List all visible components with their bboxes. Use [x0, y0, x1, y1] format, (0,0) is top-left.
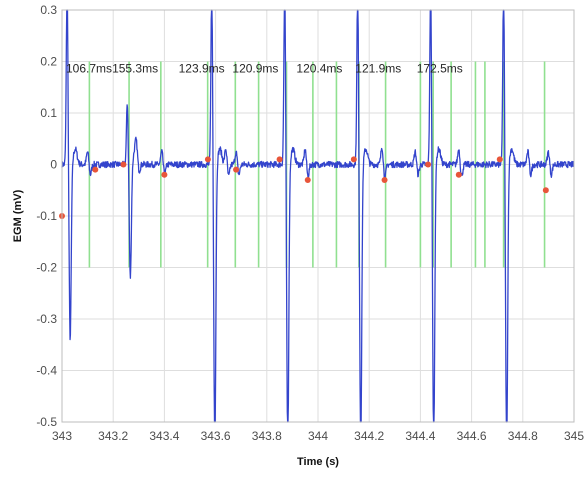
interval-label: 120.4ms	[296, 62, 342, 76]
x-tick-label: 344.2	[354, 429, 384, 443]
interval-label: 123.9ms	[179, 62, 225, 76]
x-tick-label: 344.6	[457, 429, 487, 443]
y-tick-label: 0.3	[40, 3, 57, 17]
annotation-point	[92, 166, 99, 173]
y-tick-label: -0.2	[36, 261, 57, 275]
x-tick-label: 344	[308, 429, 328, 443]
annotation-point	[276, 156, 283, 163]
egm-signal-line	[61, 9, 575, 423]
annotation-point	[455, 171, 462, 178]
interval-labels: 106.7ms 155.3ms 123.9ms 120.9ms 120.4ms 121.9…	[66, 62, 463, 76]
x-tick-label: 345	[564, 429, 584, 443]
y-tick-label: 0.1	[40, 106, 57, 120]
annotation-point	[233, 166, 240, 173]
y-axis-title: EGM (mV)	[12, 189, 24, 242]
x-tick-label: 343	[52, 429, 72, 443]
annotation-point	[350, 156, 357, 163]
annotation-point	[496, 156, 503, 163]
interval-label: 106.7ms	[66, 62, 112, 76]
x-tick-label: 344.4	[405, 429, 435, 443]
y-tick-label: -0.4	[36, 364, 57, 378]
annotation-point	[542, 187, 549, 194]
y-tick-label: 0.2	[40, 55, 57, 69]
interval-label: 172.5ms	[417, 62, 463, 76]
y-tick-label: 0	[50, 158, 57, 172]
interval-label: 121.9ms	[355, 62, 401, 76]
interval-label: 120.9ms	[232, 62, 278, 76]
y-tick-label: -0.5	[36, 415, 57, 429]
x-tick-label: 343.6	[201, 429, 231, 443]
x-tick-label: 343.4	[149, 429, 179, 443]
x-tick-label: 344.8	[508, 429, 538, 443]
plot-frame	[61, 9, 575, 423]
x-tick-label: 343.8	[252, 429, 282, 443]
x-axis-title: Time (s)	[297, 456, 339, 468]
x-tick-label: 343.2	[98, 429, 128, 443]
y-tick-label: -0.3	[36, 312, 57, 326]
x-tick-labels: 343 343.2 343.4 343.6 343.8 344 344.2 344.4 344.…	[52, 429, 584, 443]
annotation-point	[204, 156, 211, 163]
annotation-point	[381, 176, 388, 183]
annotation-point	[120, 161, 127, 168]
y-tick-labels: 0.3 0.2 0.1 0 -0.1 -0.2 -0.3 -0.4 -0.5	[36, 3, 57, 429]
annotation-points	[59, 156, 549, 219]
annotation-point	[161, 171, 168, 178]
y-tick-label: -0.1	[36, 209, 57, 223]
annotation-point	[304, 176, 311, 183]
annotation-point	[425, 161, 432, 168]
interval-label: 155.3ms	[112, 62, 158, 76]
